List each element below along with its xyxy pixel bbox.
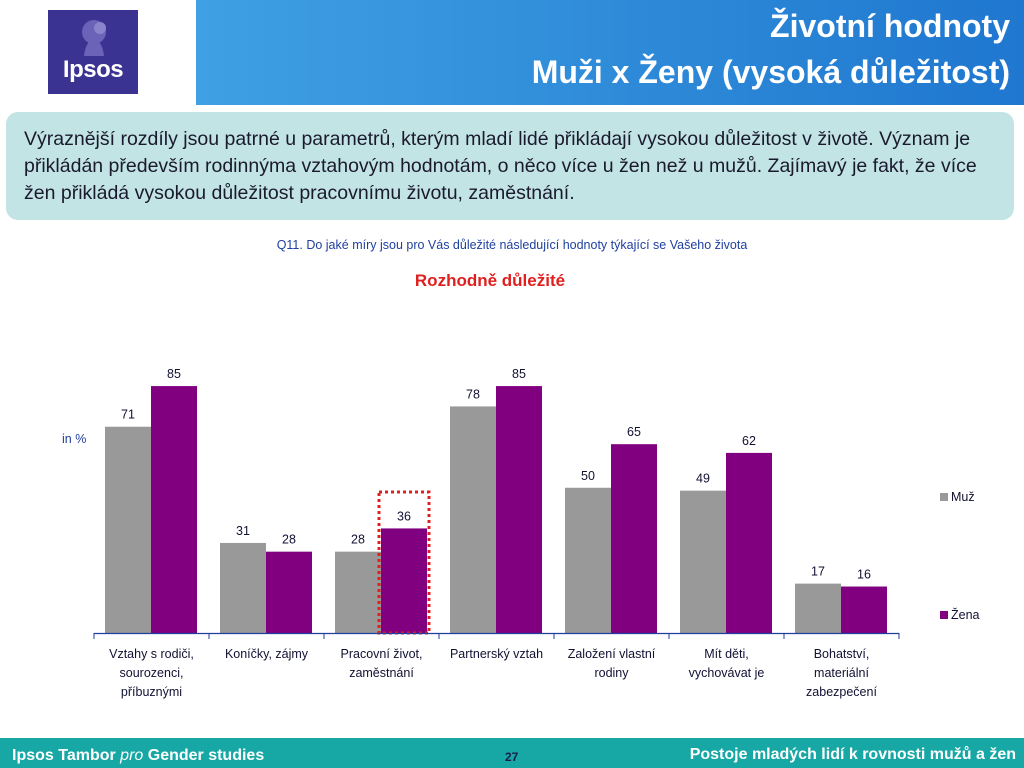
logo-figure-icon — [82, 20, 106, 56]
summary-box: Výraznější rozdíly jsou patrné u paramet… — [6, 112, 1014, 220]
bar-chart: 71 85 Vztahy s rodiči, sourozenci, příbuzným… — [93, 367, 980, 699]
data-label: 28 — [282, 533, 296, 547]
header: Ipsos Životní hodnoty Muži x Ženy (vysok… — [0, 0, 1024, 105]
bar-muz-1 — [220, 542, 266, 633]
category-label: Mít děti, vychovávat je — [689, 647, 765, 680]
bar-zena-1 — [266, 551, 312, 633]
data-label: 85 — [512, 367, 526, 381]
bar-zena-6 — [841, 586, 887, 633]
footer-right-text: Postoje mladých lidí k rovnosti mužů a ž… — [689, 746, 1016, 763]
data-label: 85 — [167, 367, 181, 381]
logo-text: Ipsos — [62, 56, 124, 83]
question-text: Q11. Do jaké míry jsou pro Vás důležité … — [276, 238, 748, 252]
data-label: 16 — [857, 568, 871, 582]
y-axis-unit-label: in % — [62, 432, 87, 446]
data-label: 50 — [581, 469, 595, 483]
title-bar: Životní hodnoty Muži x Ženy (vysoká důle… — [196, 0, 1024, 105]
page-title: Životní hodnoty — [770, 8, 1010, 44]
bar-muz-3 — [450, 406, 496, 633]
legend-swatch — [940, 611, 948, 619]
ipsos-logo: Ipsos — [48, 10, 138, 94]
data-label: 62 — [742, 434, 756, 448]
bar-muz-5 — [680, 490, 726, 633]
bar-zena-4 — [611, 444, 657, 633]
footer-brand: Ipsos Tambor — [12, 747, 121, 764]
data-label: 28 — [351, 533, 365, 547]
footer-left-text: Ipsos Tambor pro Gender studies — [12, 747, 264, 765]
data-label: 78 — [466, 387, 480, 401]
category-label: Založení vlastní rodiny — [568, 647, 656, 680]
data-label: 17 — [811, 565, 825, 579]
category-label: Vztahy s rodiči, sourozenci, příbuznými — [109, 647, 194, 699]
legend-label: Žena — [951, 607, 980, 622]
bar-muz-4 — [565, 487, 611, 633]
category-label: Pracovní život, zaměstnání — [341, 647, 423, 680]
category-label: Koníčky, zájmy — [225, 647, 309, 661]
bar-muz-0 — [105, 426, 151, 633]
bar-zena-2 — [381, 528, 427, 633]
page-number: 27 — [505, 750, 519, 764]
data-label: 31 — [236, 524, 250, 538]
page-subtitle: Muži x Ženy (vysoká důležitost) — [531, 54, 1010, 90]
bar-muz-2 — [335, 551, 381, 633]
footer-study: Gender studies — [143, 747, 265, 764]
category-label: Bohatství, materiální zabezpečení — [806, 647, 877, 699]
chart-title: Rozhodně důležité — [414, 271, 566, 290]
footer-pro: pro — [120, 747, 144, 764]
footer: Ipsos Tambor pro Gender studies 27 Posto… — [0, 738, 1024, 768]
logo-area: Ipsos — [0, 0, 196, 105]
legend-swatch — [940, 493, 948, 501]
bar-zena-3 — [496, 386, 542, 633]
bar-zena-0 — [151, 386, 197, 633]
legend-label: Muž — [951, 490, 975, 504]
header-divider — [0, 105, 1024, 108]
bar-zena-5 — [726, 452, 772, 633]
data-label: 36 — [397, 509, 411, 523]
data-label: 71 — [121, 408, 135, 422]
data-label: 49 — [696, 472, 710, 486]
bar-muz-6 — [795, 583, 841, 633]
data-label: 65 — [627, 425, 641, 439]
category-label: Partnerský vztah — [450, 647, 543, 661]
